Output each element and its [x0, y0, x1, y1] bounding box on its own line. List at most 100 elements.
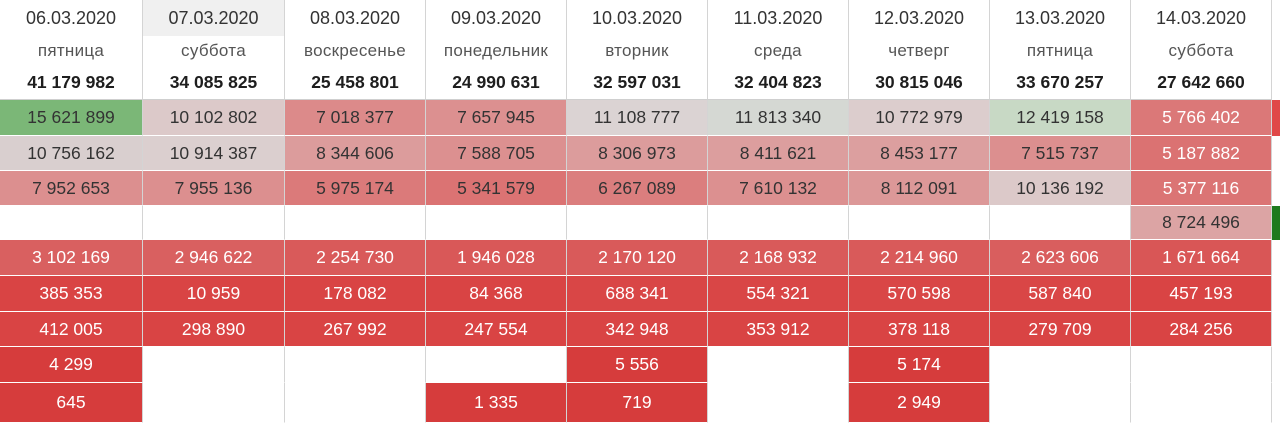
- table-cell[interactable]: 1 946 028: [426, 240, 567, 276]
- table-cell[interactable]: 7 018 377: [285, 100, 426, 136]
- table-cell[interactable]: 2 254 730: [285, 240, 426, 276]
- column-header-date[interactable]: 14.03.2020: [1131, 0, 1272, 36]
- column-header-weekday: суббота: [143, 36, 285, 66]
- table-cell[interactable]: 587 840: [990, 276, 1131, 312]
- table-cell[interactable]: 247 554: [426, 312, 567, 347]
- table-cell[interactable]: 688 341: [567, 276, 708, 312]
- column-header-date[interactable]: 09.03.2020: [426, 0, 567, 36]
- column-header-date[interactable]: 11.03.2020: [708, 0, 849, 36]
- edge-header-spacer: [1272, 0, 1280, 36]
- table-cell[interactable]: 8 112 091: [849, 171, 990, 206]
- table-cell[interactable]: [849, 206, 990, 240]
- table-cell[interactable]: [285, 206, 426, 240]
- table-cell[interactable]: 7 610 132: [708, 171, 849, 206]
- table-cell[interactable]: 8 344 606: [285, 136, 426, 171]
- table-cell[interactable]: 2 949: [849, 383, 990, 423]
- table-cell[interactable]: 7 955 136: [143, 171, 285, 206]
- table-cell[interactable]: [1131, 383, 1272, 423]
- table-cell[interactable]: 645: [0, 383, 143, 423]
- table-cell[interactable]: 12 419 158: [990, 100, 1131, 136]
- column-header-weekday: суббота: [1131, 36, 1272, 66]
- table-cell[interactable]: 8 724 496: [1131, 206, 1272, 240]
- table-cell[interactable]: 1 335: [426, 383, 567, 423]
- column-header-date[interactable]: 12.03.2020: [849, 0, 990, 36]
- table-cell[interactable]: [0, 206, 143, 240]
- table-cell[interactable]: 8 453 177: [849, 136, 990, 171]
- table-cell[interactable]: [285, 347, 426, 383]
- table-cell[interactable]: 11 813 340: [708, 100, 849, 136]
- table-cell[interactable]: 570 598: [849, 276, 990, 312]
- table-cell[interactable]: 279 709: [990, 312, 1131, 347]
- table-cell[interactable]: 2 168 932: [708, 240, 849, 276]
- edge-spacer: [1272, 240, 1280, 276]
- table-cell[interactable]: 84 368: [426, 276, 567, 312]
- column-header-date[interactable]: 07.03.2020: [143, 0, 285, 36]
- column-total: 41 179 982: [0, 66, 143, 100]
- table-cell[interactable]: [990, 206, 1131, 240]
- table-cell[interactable]: 5 556: [567, 347, 708, 383]
- table-cell[interactable]: 719: [567, 383, 708, 423]
- column-header-date[interactable]: 06.03.2020: [0, 0, 143, 36]
- table-cell[interactable]: 5 377 116: [1131, 171, 1272, 206]
- table-cell[interactable]: 10 914 387: [143, 136, 285, 171]
- table-cell[interactable]: [143, 206, 285, 240]
- table-cell[interactable]: 178 082: [285, 276, 426, 312]
- table-cell[interactable]: 5 174: [849, 347, 990, 383]
- table-cell[interactable]: 353 912: [708, 312, 849, 347]
- column-header-date[interactable]: 08.03.2020: [285, 0, 426, 36]
- column-header-date[interactable]: 10.03.2020: [567, 0, 708, 36]
- table-cell[interactable]: [426, 347, 567, 383]
- table-cell[interactable]: 2 946 622: [143, 240, 285, 276]
- table-cell[interactable]: 412 005: [0, 312, 143, 347]
- column-total: 34 085 825: [143, 66, 285, 100]
- table-cell[interactable]: 7 515 737: [990, 136, 1131, 171]
- column-header-date[interactable]: 13.03.2020: [990, 0, 1131, 36]
- table-cell[interactable]: [567, 206, 708, 240]
- table-cell[interactable]: 7 952 653: [0, 171, 143, 206]
- table-cell[interactable]: 2 170 120: [567, 240, 708, 276]
- table-cell[interactable]: 2 214 960: [849, 240, 990, 276]
- table-cell[interactable]: 10 772 979: [849, 100, 990, 136]
- table-cell[interactable]: 5 975 174: [285, 171, 426, 206]
- table-cell[interactable]: 6 267 089: [567, 171, 708, 206]
- table-cell[interactable]: [708, 347, 849, 383]
- table-cell[interactable]: 284 256: [1131, 312, 1272, 347]
- table-cell[interactable]: 10 102 802: [143, 100, 285, 136]
- table-cell[interactable]: 7 588 705: [426, 136, 567, 171]
- table-cell[interactable]: [990, 347, 1131, 383]
- table-cell[interactable]: 2 623 606: [990, 240, 1131, 276]
- table-cell[interactable]: 1 671 664: [1131, 240, 1272, 276]
- table-cell[interactable]: 7 657 945: [426, 100, 567, 136]
- edge-spacer: [1272, 171, 1280, 206]
- table-cell[interactable]: [426, 206, 567, 240]
- table-cell[interactable]: [990, 383, 1131, 423]
- table-cell[interactable]: 3 102 169: [0, 240, 143, 276]
- table-cell[interactable]: 8 306 973: [567, 136, 708, 171]
- table-cell[interactable]: 267 992: [285, 312, 426, 347]
- table-cell[interactable]: 4 299: [0, 347, 143, 383]
- table-cell[interactable]: 5 341 579: [426, 171, 567, 206]
- table-cell[interactable]: 10 136 192: [990, 171, 1131, 206]
- table-cell[interactable]: [1131, 347, 1272, 383]
- table-cell[interactable]: 8 411 621: [708, 136, 849, 171]
- table-cell[interactable]: 457 193: [1131, 276, 1272, 312]
- table-cell[interactable]: 554 321: [708, 276, 849, 312]
- column-total: 30 815 046: [849, 66, 990, 100]
- table-cell[interactable]: [285, 383, 426, 423]
- table-cell[interactable]: 5 187 882: [1131, 136, 1272, 171]
- table-cell[interactable]: [708, 206, 849, 240]
- table-cell[interactable]: 10 959: [143, 276, 285, 312]
- column-total: 27 642 660: [1131, 66, 1272, 100]
- table-cell[interactable]: [143, 383, 285, 423]
- table-cell[interactable]: [708, 383, 849, 423]
- table-cell[interactable]: 298 890: [143, 312, 285, 347]
- table-cell[interactable]: 378 118: [849, 312, 990, 347]
- table-cell[interactable]: 5 766 402: [1131, 100, 1272, 136]
- table-cell[interactable]: 10 756 162: [0, 136, 143, 171]
- table-cell[interactable]: 342 948: [567, 312, 708, 347]
- table-cell[interactable]: 11 108 777: [567, 100, 708, 136]
- table-cell[interactable]: [143, 347, 285, 383]
- table-cell[interactable]: 385 353: [0, 276, 143, 312]
- table-cell[interactable]: 15 621 899: [0, 100, 143, 136]
